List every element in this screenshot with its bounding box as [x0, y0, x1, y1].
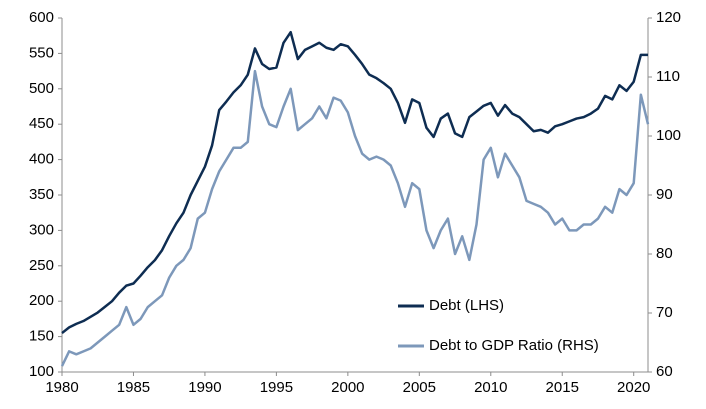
y-tick-label: 200: [29, 292, 54, 309]
series-line: [61, 30, 648, 335]
y2-tick-label: 120: [656, 9, 681, 26]
y-tick-label: 500: [29, 80, 54, 97]
y-tick-label: 350: [29, 186, 54, 203]
y-tick-label: 100: [29, 363, 54, 380]
y-tick-label: 550: [29, 44, 54, 61]
y2-tick-label: 90: [656, 186, 673, 203]
y2-tick-label: 70: [656, 304, 673, 321]
x-tick-label: 2005: [403, 379, 436, 396]
y2-tick-label: 80: [656, 245, 673, 262]
x-tick-label: 1985: [117, 379, 150, 396]
y-tick-label: 300: [29, 221, 54, 238]
y2-tick-label: 100: [656, 127, 681, 144]
y-tick-label: 450: [29, 115, 54, 132]
y-tick-label: 150: [29, 328, 54, 345]
legend-label: Debt (LHS): [429, 297, 504, 314]
x-tick-label: 1990: [188, 379, 221, 396]
x-tick-label: 2020: [617, 379, 650, 396]
y2-tick-label: 60: [656, 363, 673, 380]
x-tick-label: 1980: [45, 379, 78, 396]
legend-label: Debt to GDP Ratio (RHS): [429, 337, 599, 354]
x-tick-label: 2000: [331, 379, 364, 396]
y-tick-label: 400: [29, 151, 54, 168]
y-tick-label: 250: [29, 257, 54, 274]
x-tick-label: 2015: [546, 379, 579, 396]
x-tick-label: 1995: [260, 379, 293, 396]
x-tick-label: 2010: [474, 379, 507, 396]
y-tick-label: 600: [29, 9, 54, 26]
y2-tick-label: 110: [656, 68, 680, 85]
series-line: [60, 69, 650, 367]
